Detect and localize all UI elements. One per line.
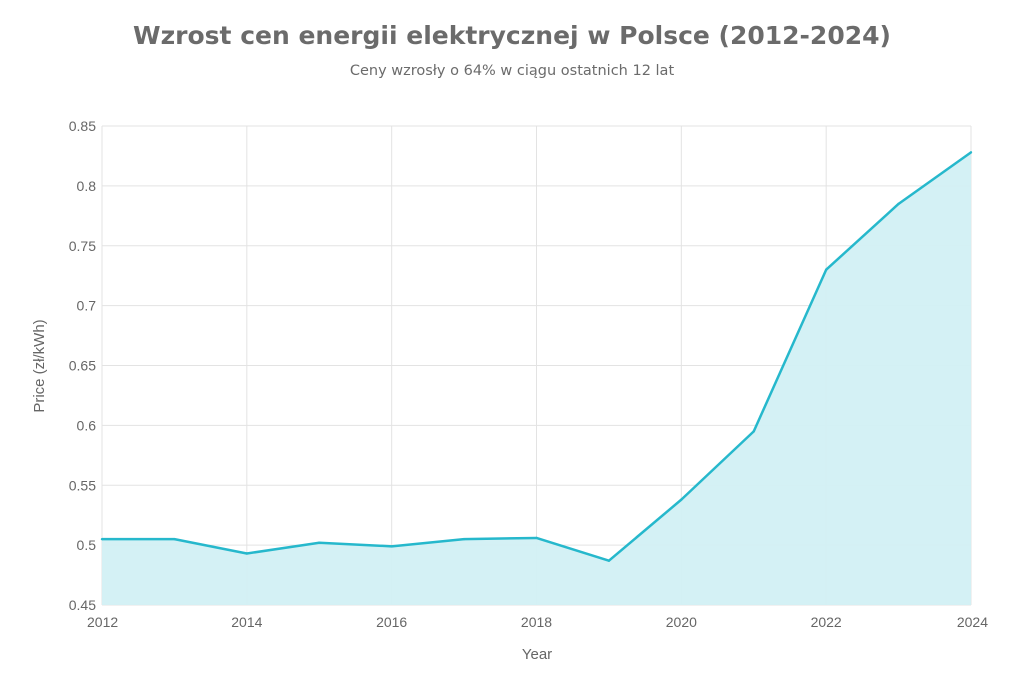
data-point-2021: [752, 430, 755, 433]
x-tick-label: 2020: [666, 614, 697, 630]
data-point-2023: [897, 202, 900, 206]
y-tick-label: 0.7: [77, 298, 97, 314]
data-point-2022: [824, 268, 828, 271]
data-point-2013: [173, 537, 176, 541]
y-tick-label: 0.55: [69, 477, 96, 493]
x-tick-label: 2014: [231, 614, 262, 630]
y-tick-label: 0.8: [77, 178, 97, 194]
x-tick-label: 2012: [87, 614, 118, 630]
plot-area: [100, 151, 973, 605]
chart-subtitle: Ceny wzrosły o 64% w ciągu ostatnich 12 …: [350, 63, 675, 79]
y-tick-label: 0.65: [69, 358, 96, 374]
y-tick-label: 0.5: [77, 537, 97, 553]
x-tick-label: 2018: [521, 614, 552, 630]
data-point-2017: [462, 537, 466, 541]
chart-title: Wzrost cen energii elektrycznej w Polsce…: [133, 21, 891, 50]
y-tick-label: 0.45: [69, 597, 96, 613]
data-point-2020: [680, 498, 683, 501]
y-axis-label: Price (zł/kWh): [31, 319, 48, 412]
data-point-2015: [318, 541, 321, 544]
data-point-2019: [607, 559, 611, 562]
y-tick-label: 0.6: [77, 417, 97, 433]
data-point-2016: [390, 545, 393, 548]
x-axis-ticks: 2012 2014 2016 2018 2020 2022 2024: [87, 614, 988, 630]
x-tick-label: 2022: [811, 614, 842, 630]
x-tick-label: 2016: [376, 614, 407, 630]
y-axis-ticks: 0.45 0.5 0.55 0.6 0.65 0.7 0.75 0.8 0.85: [69, 118, 96, 613]
series-area-fill: [102, 152, 971, 605]
data-point-2024: [969, 151, 973, 154]
data-point-2012: [100, 537, 104, 541]
y-tick-label: 0.75: [69, 238, 96, 254]
x-tick-label: 2024: [957, 614, 988, 630]
data-point-2018: [535, 536, 538, 540]
data-point-2014: [245, 552, 249, 555]
x-axis-label: Year: [522, 646, 552, 663]
y-tick-label: 0.85: [69, 118, 96, 134]
